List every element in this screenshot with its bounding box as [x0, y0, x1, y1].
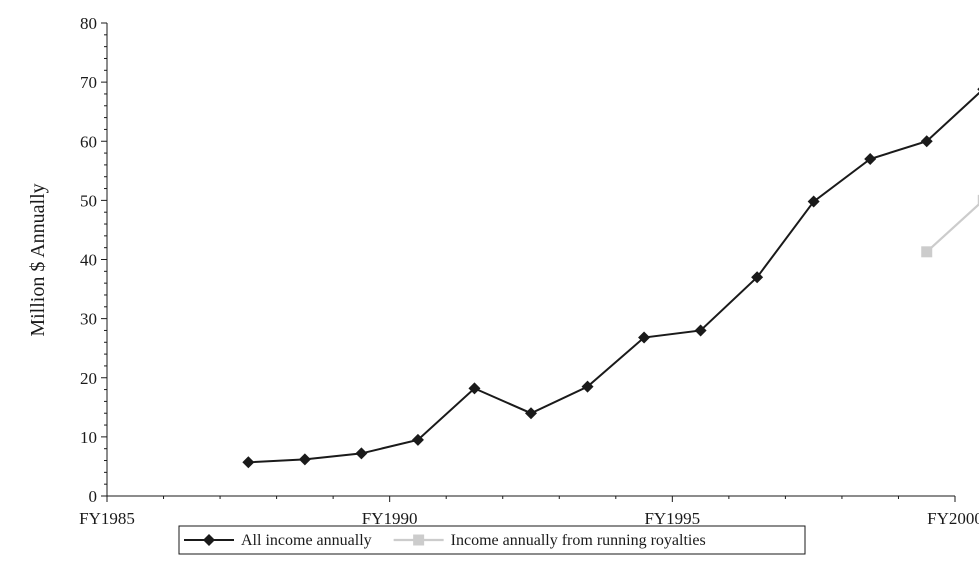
- legend-item: All income annually: [184, 532, 372, 549]
- data-point: [581, 380, 594, 393]
- data-point: [751, 271, 764, 284]
- x-axis-ticks: FY1985 FY1990 FY1995 FY2000: [79, 496, 979, 528]
- data-point: [411, 433, 424, 446]
- data-point: [864, 152, 877, 165]
- legend: All income annually Income annually from …: [178, 525, 806, 555]
- y-tick-label: 30: [80, 310, 97, 329]
- x-tick-label: FY1995: [644, 509, 700, 528]
- y-tick-label: 10: [80, 428, 97, 447]
- series-1: [242, 87, 979, 469]
- y-tick-label: 70: [80, 73, 97, 92]
- legend-box: [178, 525, 806, 555]
- x-tick-label: FY1990: [362, 509, 418, 528]
- series-line: [925, 202, 979, 253]
- y-tick-label: 40: [80, 251, 97, 270]
- x-tick-label: FY1985: [79, 509, 135, 528]
- series-layer: [242, 87, 979, 469]
- data-point: [298, 453, 311, 466]
- y-axis-ticks: 0 10 20 30 40 50 60 70 80: [80, 14, 107, 506]
- series-line: [248, 91, 979, 464]
- legend-label: All income annually: [241, 532, 372, 549]
- y-tick-label: 0: [89, 487, 98, 506]
- y-tick-label: 80: [80, 14, 97, 33]
- data-point: [920, 135, 933, 148]
- legend-label: Income annually from running royalties: [451, 532, 706, 549]
- data-point: [525, 407, 537, 420]
- data-point: [468, 382, 481, 395]
- data-point: [638, 331, 651, 344]
- y-tick-label: 60: [80, 132, 97, 151]
- data-point: [694, 324, 707, 337]
- chart-axes: [106, 23, 955, 497]
- data-point: [921, 246, 933, 258]
- legend-swatch-marker: [413, 534, 425, 546]
- legend-swatch-marker: [203, 534, 215, 546]
- data-point: [355, 447, 368, 460]
- data-point: [977, 194, 979, 206]
- x-tick-label: FY2000: [927, 509, 979, 528]
- y-axis-title: Million $ Annually: [27, 183, 49, 336]
- data-point: [807, 195, 820, 208]
- series-2: [921, 194, 979, 258]
- y-tick-label: 20: [80, 369, 97, 388]
- data-point: [242, 456, 255, 469]
- legend-item: Income annually from running royalties: [393, 532, 706, 549]
- y-tick-label: 50: [80, 191, 97, 210]
